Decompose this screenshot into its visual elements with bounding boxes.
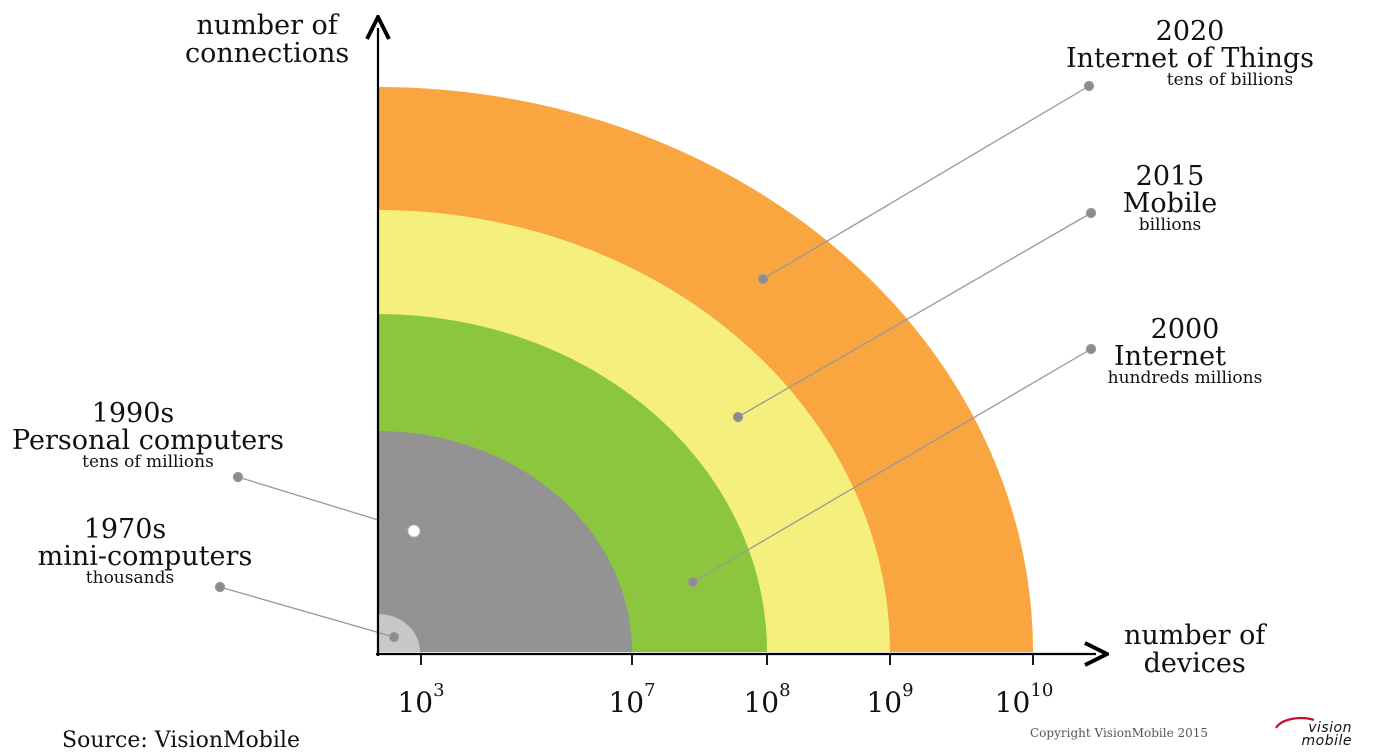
tick-label: 1010 [994, 680, 1054, 719]
tick-label: 103 [397, 680, 445, 719]
visionmobile-logo: vision mobile [1272, 714, 1352, 750]
label-iot: 2020 Internet of Things tens of billions [1066, 16, 1314, 90]
source-note: Source: VisionMobile [62, 728, 300, 753]
label-personal-computers: 1990s Personal computers tens of million… [12, 398, 284, 472]
label-mobile: 2015 Mobile billions [1122, 161, 1218, 235]
ring-personal-computers [378, 431, 632, 652]
tick-label: 108 [743, 680, 791, 719]
pc-marker [407, 524, 421, 538]
tick-label: 109 [866, 680, 914, 719]
tick-label: 107 [608, 680, 656, 719]
copyright-note: Copyright VisionMobile 2015 [1030, 726, 1209, 740]
label-mini-computers: 1970s mini-computers thousands [37, 514, 253, 588]
leader-lines [214, 80, 1097, 643]
x-axis-title: number of devices [1124, 620, 1266, 680]
label-internet: 2000 Internet hundreds millions [1107, 314, 1263, 388]
ring-mini-computers [378, 614, 420, 652]
y-axis-title: number of connections [185, 10, 350, 70]
